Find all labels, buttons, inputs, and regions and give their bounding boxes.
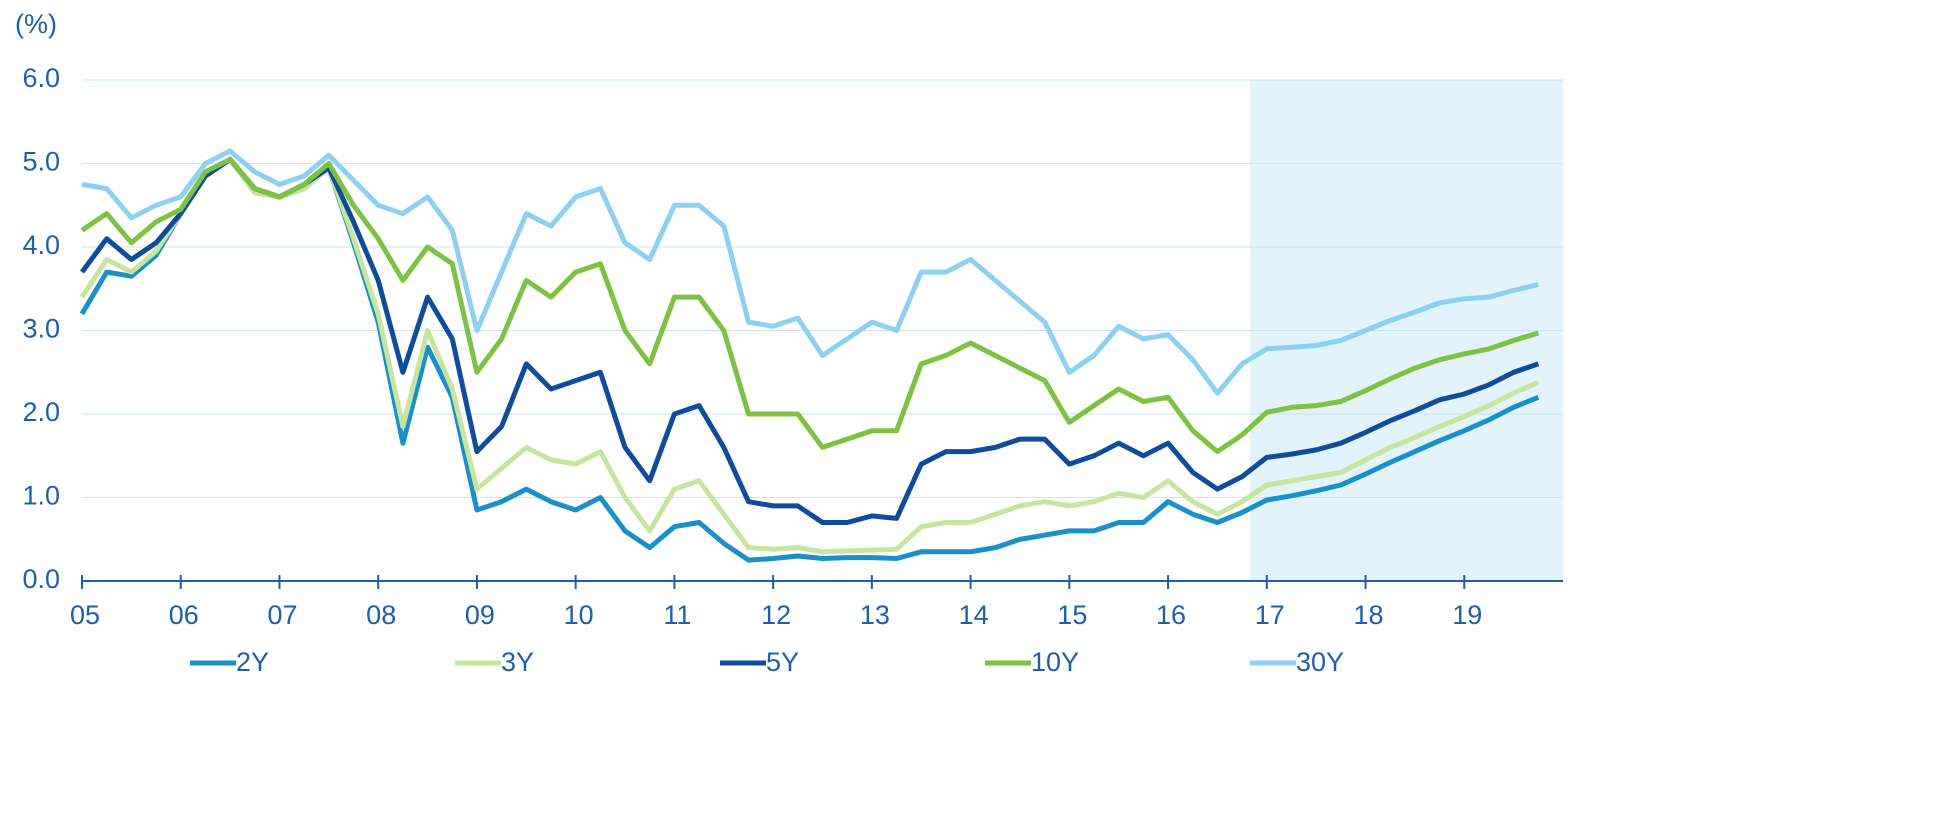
x-tick-label: 18 xyxy=(1354,600,1384,630)
x-tick-label: 15 xyxy=(1057,600,1087,630)
x-tick-label: 11 xyxy=(663,600,691,630)
y-tick-label: 0.0 xyxy=(22,564,60,594)
y-tick-label: 1.0 xyxy=(22,481,60,511)
x-tick-label: 10 xyxy=(564,600,594,630)
y-tick-label: 4.0 xyxy=(22,230,60,260)
series-line xyxy=(80,156,1540,455)
legend-label: 2Y xyxy=(236,647,269,677)
x-tick-label: 16 xyxy=(1156,600,1186,630)
x-tick-label: 06 xyxy=(169,600,199,630)
x-tick-label: 17 xyxy=(1255,600,1285,630)
x-tick-label: 09 xyxy=(465,600,495,630)
x-tick-label: 14 xyxy=(959,600,989,630)
legend-label: 30Y xyxy=(1296,647,1344,677)
x-tick-label: 19 xyxy=(1452,600,1482,630)
x-tick-label: 08 xyxy=(366,600,396,630)
y-tick-label: 6.0 xyxy=(22,63,60,93)
x-tick-label: 07 xyxy=(267,600,297,630)
x-tick-label: 13 xyxy=(860,600,890,630)
x-tick-label: 05 xyxy=(70,600,100,630)
y-axis-label: (%) xyxy=(15,9,57,39)
legend-label: 3Y xyxy=(501,647,534,677)
legend-label: 10Y xyxy=(1031,647,1079,677)
y-tick-label: 2.0 xyxy=(22,397,60,427)
series-line xyxy=(81,148,1539,396)
y-tick-label: 5.0 xyxy=(22,147,60,177)
x-tick-label: 12 xyxy=(761,600,791,630)
series-line xyxy=(79,156,1540,525)
legend-label: 5Y xyxy=(766,647,799,677)
y-tick-label: 3.0 xyxy=(22,314,60,344)
